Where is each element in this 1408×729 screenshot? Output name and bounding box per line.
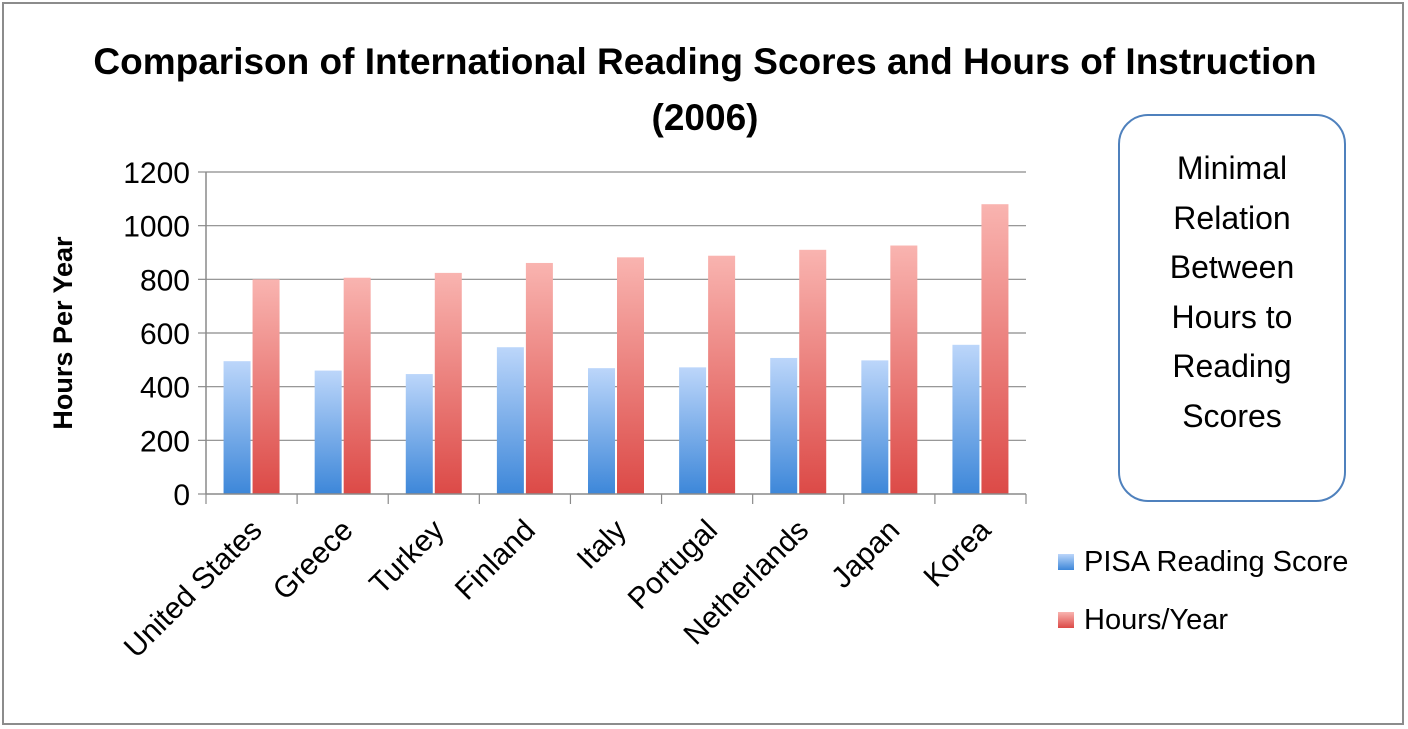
x-tick-label: Finland [449,514,542,607]
annotation-text: Minimal Relation Between Hours to Readin… [1169,150,1295,434]
bar-pisa-reading-score [588,368,615,494]
y-tick-label: 200 [140,425,190,458]
y-axis-title: Hours Per Year [48,236,78,430]
bar-pisa-reading-score [223,361,251,494]
bar-hours-per-year [890,245,918,494]
bar-hours-per-year [343,277,371,494]
bar-pisa-reading-score [679,367,707,494]
bar-pisa-reading-score [861,360,889,494]
y-tick-label: 400 [140,372,190,405]
legend-item-hours: Hours/Year [1058,600,1228,640]
y-tick-label: 0 [173,479,190,512]
legend-swatch-pisa [1058,554,1074,570]
bar-pisa-reading-score [405,374,433,494]
bar-hours-per-year [617,257,644,494]
bar-hours-per-year [525,262,553,494]
y-tick-label: 600 [140,318,190,351]
bar-hours-per-year [799,249,827,494]
legend-label-hours: Hours/Year [1084,603,1229,636]
bar-hours-per-year [434,272,462,494]
x-tick-label: Turkey [363,514,450,601]
bar-pisa-reading-score [314,370,342,494]
bar-hours-per-year [252,279,280,494]
legend-swatch-hours [1058,612,1074,628]
chart-title: Comparison of International Reading Scor… [93,41,1317,138]
bar-hours-per-year [981,204,1009,494]
x-tick-label: United States [118,514,269,665]
y-tick-label: 1000 [123,211,190,244]
x-tick-label: Greece [267,514,360,607]
x-tick-label: Korea [917,513,997,593]
bar-pisa-reading-score [770,357,798,494]
bar-hours-per-year [708,255,736,494]
x-tick-label: Japan [825,514,906,595]
annotation-callout: Minimal Relation Between Hours to Readin… [1118,114,1346,502]
bar-pisa-reading-score [496,347,524,494]
x-tick-label: Italy [571,514,633,576]
y-tick-label: 800 [140,264,190,297]
legend-item-pisa: PISA Reading Score [1058,542,1348,582]
bar-pisa-reading-score [952,344,980,494]
legend-label-pisa: PISA Reading Score [1084,545,1349,578]
y-tick-label: 1200 [123,157,190,190]
